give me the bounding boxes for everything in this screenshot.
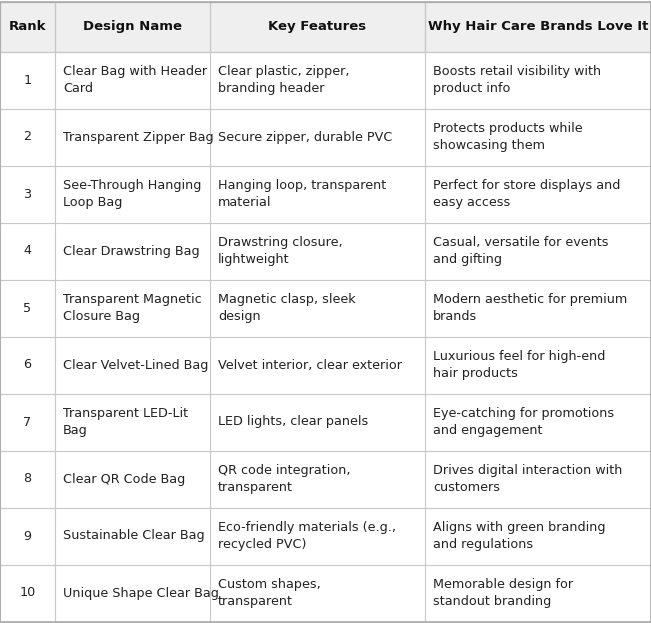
Bar [55, 450, 210, 508]
Text: Why Hair Care Brands Love It: Why Hair Care Brands Love It [428, 20, 648, 33]
Text: 4: 4 [23, 244, 31, 257]
Text: Transparent LED-Lit
Bag: Transparent LED-Lit Bag [63, 407, 188, 437]
Text: 2: 2 [23, 130, 31, 143]
Bar [425, 564, 651, 622]
Text: Clear Velvet-Lined Bag: Clear Velvet-Lined Bag [63, 358, 208, 371]
Text: Secure zipper, durable PVC: Secure zipper, durable PVC [218, 130, 393, 143]
Text: Unique Shape Clear Bag: Unique Shape Clear Bag [63, 586, 219, 599]
Text: Casual, versatile for events
and gifting: Casual, versatile for events and gifting [433, 235, 609, 266]
Bar [55, 108, 210, 166]
Text: Clear Drawstring Bag: Clear Drawstring Bag [63, 244, 200, 257]
Text: Drives digital interaction with
customers: Drives digital interaction with customer… [433, 464, 622, 494]
Text: LED lights, clear panels: LED lights, clear panels [218, 416, 368, 429]
Bar [0, 336, 55, 394]
Text: Transparent Zipper Bag: Transparent Zipper Bag [63, 130, 214, 143]
Bar [425, 508, 651, 564]
Text: Drawstring closure,
lightweight: Drawstring closure, lightweight [218, 235, 342, 266]
Bar [210, 508, 425, 564]
Text: Boosts retail visibility with
product info: Boosts retail visibility with product in… [433, 65, 601, 95]
Bar [425, 166, 651, 222]
Text: Protects products while
showcasing them: Protects products while showcasing them [433, 121, 583, 152]
Bar [425, 52, 651, 108]
Bar [0, 166, 55, 222]
Text: See-Through Hanging
Loop Bag: See-Through Hanging Loop Bag [63, 179, 201, 209]
Bar [55, 1, 210, 52]
Text: 1: 1 [23, 74, 31, 87]
Bar [55, 52, 210, 108]
Text: Clear Bag with Header
Card: Clear Bag with Header Card [63, 65, 207, 95]
Text: Modern aesthetic for premium
brands: Modern aesthetic for premium brands [433, 293, 628, 323]
Bar [425, 394, 651, 450]
Bar [0, 108, 55, 166]
Bar [55, 222, 210, 280]
Text: 10: 10 [20, 586, 36, 599]
Text: 9: 9 [23, 530, 31, 543]
Bar [425, 336, 651, 394]
Bar [210, 336, 425, 394]
Text: 3: 3 [23, 188, 31, 201]
Bar [55, 280, 210, 336]
Text: 7: 7 [23, 416, 31, 429]
Bar [55, 336, 210, 394]
Text: Eye-catching for promotions
and engagement: Eye-catching for promotions and engageme… [433, 407, 614, 437]
Bar [210, 52, 425, 108]
Bar [210, 108, 425, 166]
Text: Design Name: Design Name [83, 20, 182, 33]
Bar [55, 508, 210, 564]
Bar [210, 1, 425, 52]
Text: Magnetic clasp, sleek
design: Magnetic clasp, sleek design [218, 293, 355, 323]
Bar [55, 394, 210, 450]
Text: 8: 8 [23, 472, 31, 485]
Text: Rank: Rank [8, 20, 46, 33]
Bar [425, 1, 651, 52]
Text: 5: 5 [23, 302, 31, 315]
Bar [210, 280, 425, 336]
Bar [210, 564, 425, 622]
Text: Clear QR Code Bag: Clear QR Code Bag [63, 472, 186, 485]
Bar [0, 52, 55, 108]
Bar [425, 222, 651, 280]
Bar [210, 166, 425, 222]
Bar [210, 450, 425, 508]
Bar [0, 508, 55, 564]
Bar [210, 394, 425, 450]
Text: Custom shapes,
transparent: Custom shapes, transparent [218, 578, 321, 608]
Bar [0, 222, 55, 280]
Bar [425, 280, 651, 336]
Text: Eco-friendly materials (e.g.,
recycled PVC): Eco-friendly materials (e.g., recycled P… [218, 521, 396, 551]
Bar [0, 564, 55, 622]
Text: Transparent Magnetic
Closure Bag: Transparent Magnetic Closure Bag [63, 293, 202, 323]
Text: Clear plastic, zipper,
branding header: Clear plastic, zipper, branding header [218, 65, 350, 95]
Bar [55, 166, 210, 222]
Text: Luxurious feel for high-end
hair products: Luxurious feel for high-end hair product… [433, 350, 605, 380]
Text: Memorable design for
standout branding: Memorable design for standout branding [433, 578, 573, 608]
Bar [0, 394, 55, 450]
Bar [210, 222, 425, 280]
Bar [0, 1, 55, 52]
Text: Aligns with green branding
and regulations: Aligns with green branding and regulatio… [433, 521, 605, 551]
Bar [425, 108, 651, 166]
Text: Key Features: Key Features [268, 20, 367, 33]
Bar [0, 450, 55, 508]
Text: Velvet interior, clear exterior: Velvet interior, clear exterior [218, 358, 402, 371]
Bar [425, 450, 651, 508]
Text: Sustainable Clear Bag: Sustainable Clear Bag [63, 530, 204, 543]
Bar [0, 280, 55, 336]
Bar [55, 564, 210, 622]
Text: QR code integration,
transparent: QR code integration, transparent [218, 464, 350, 494]
Text: Perfect for store displays and
easy access: Perfect for store displays and easy acce… [433, 179, 620, 209]
Text: 6: 6 [23, 358, 31, 371]
Text: Hanging loop, transparent
material: Hanging loop, transparent material [218, 179, 386, 209]
